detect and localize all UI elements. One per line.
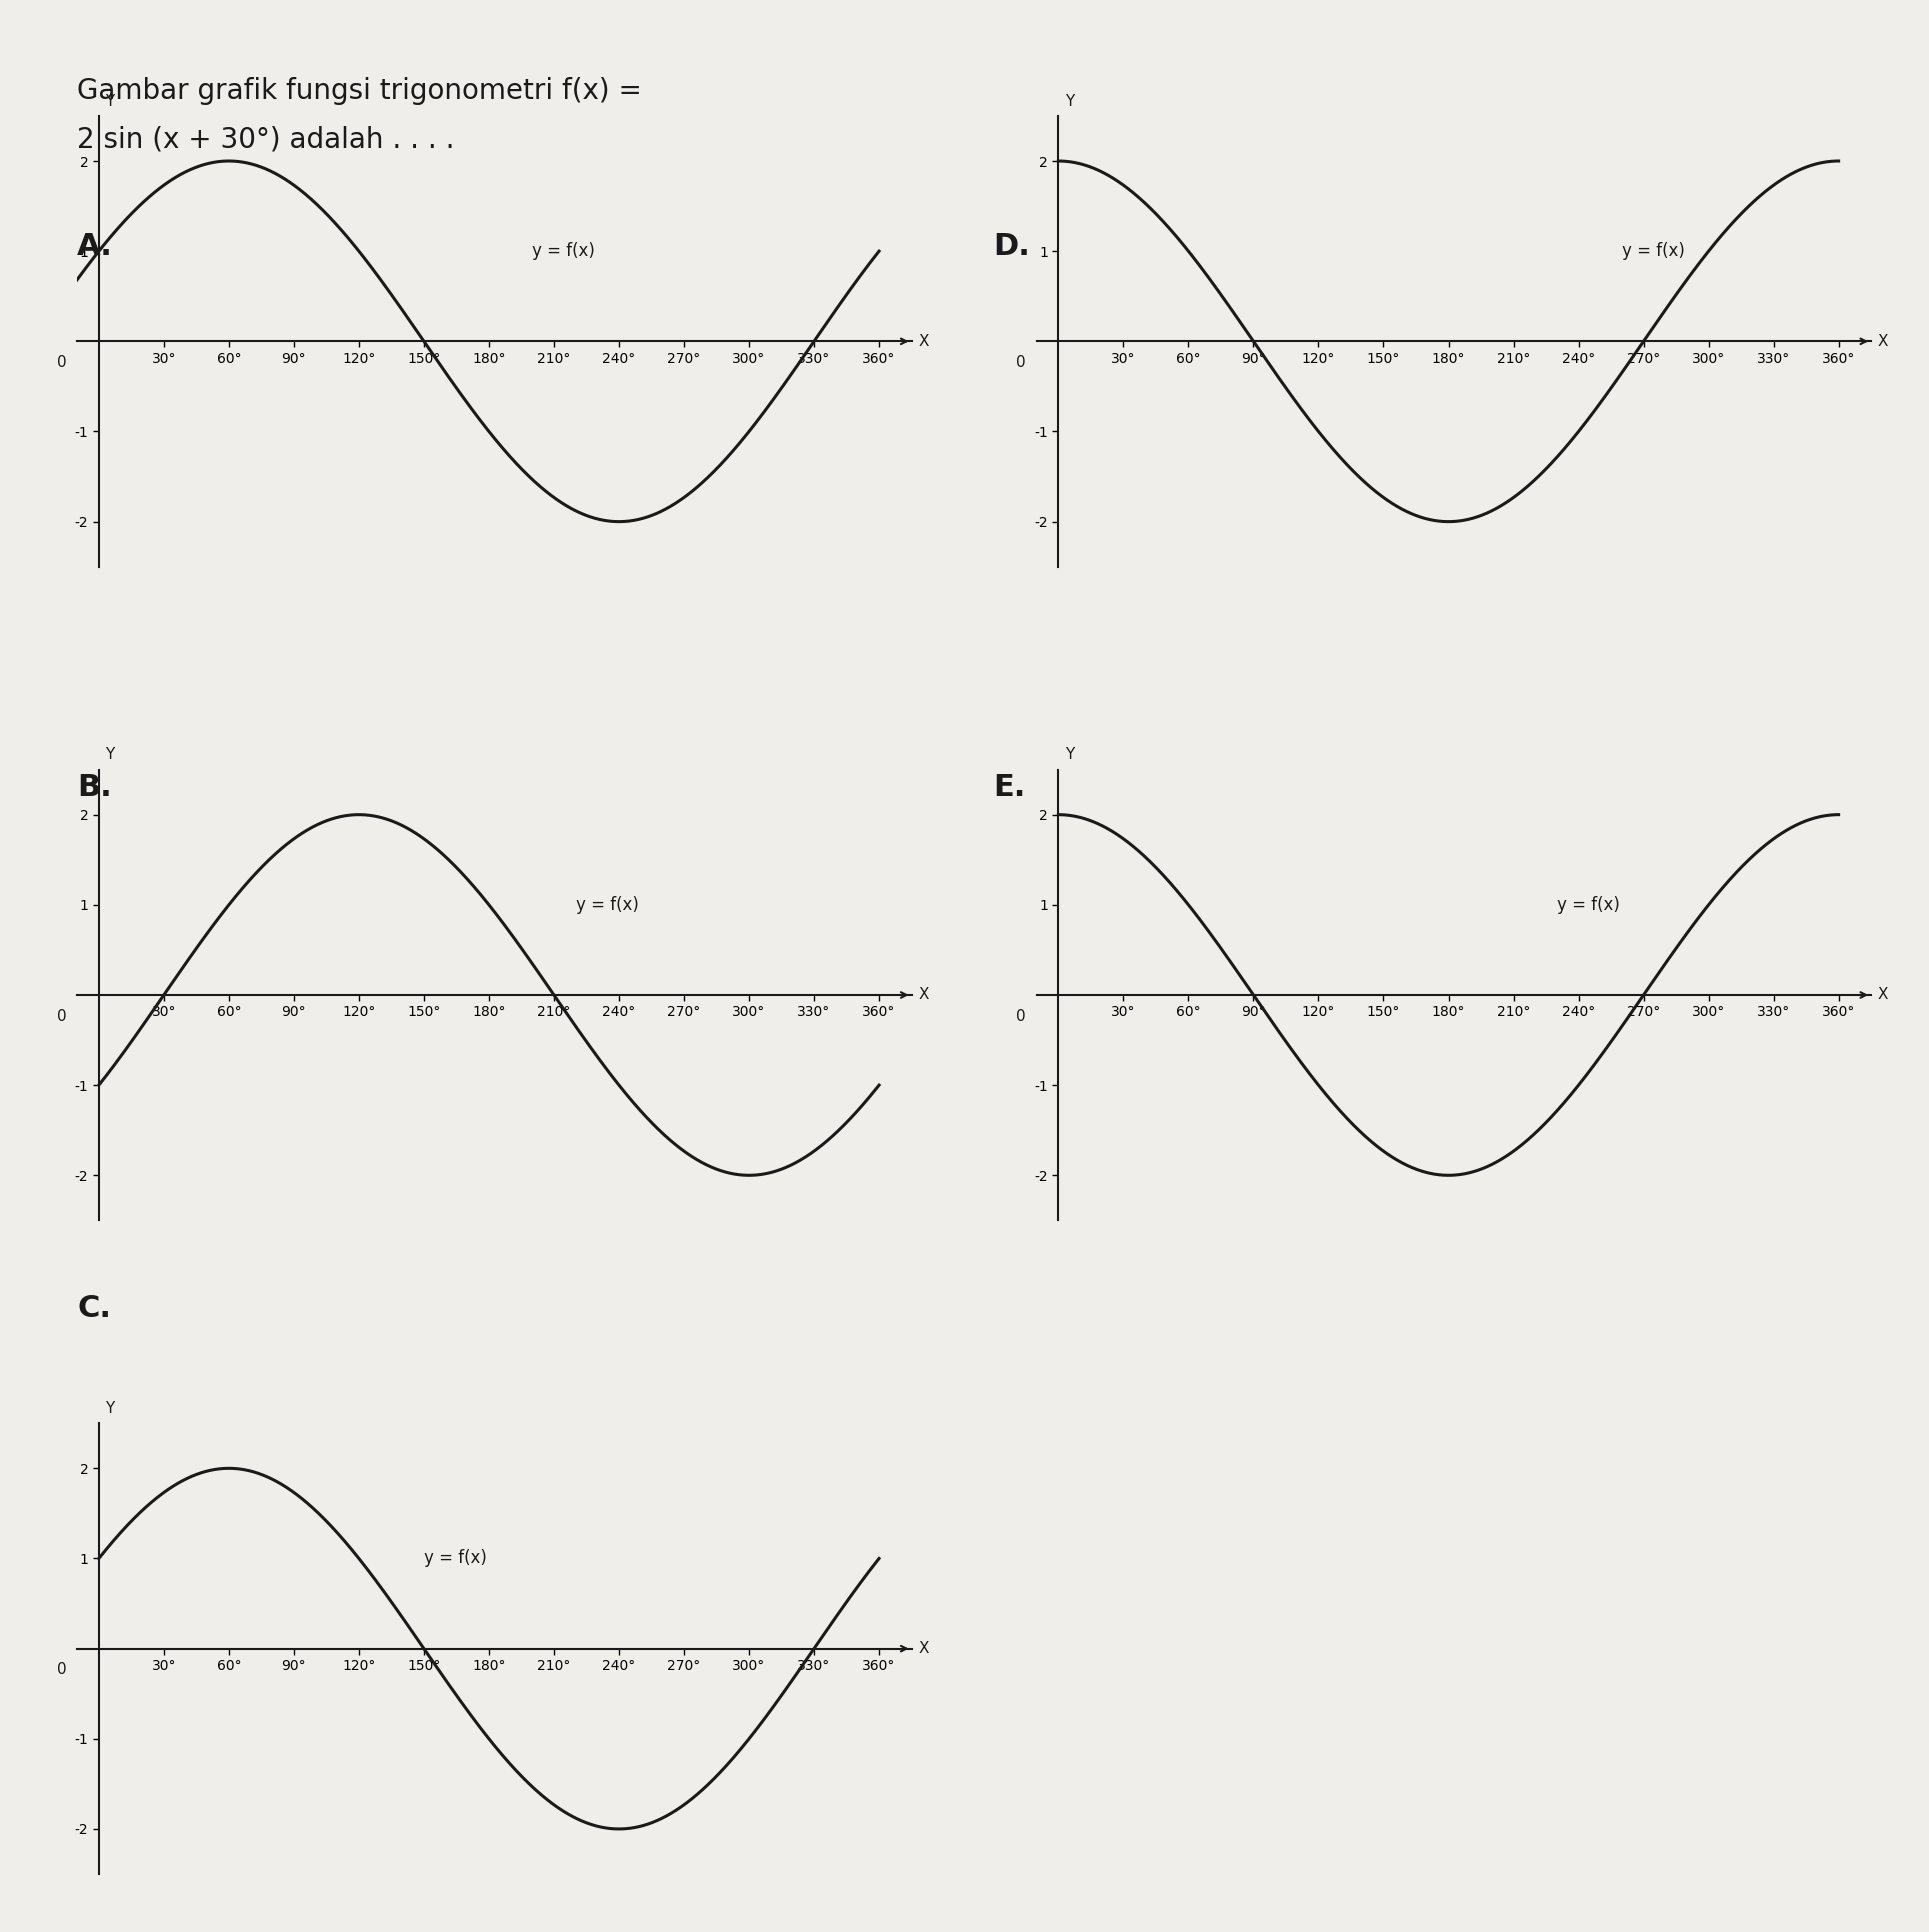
Text: Y: Y [1065,95,1074,108]
Text: y = f(x): y = f(x) [1622,242,1684,261]
Text: y = f(x): y = f(x) [532,242,596,261]
Text: B.: B. [77,773,112,802]
Text: X: X [918,987,928,1003]
Text: Y: Y [104,748,114,763]
Text: y = f(x): y = f(x) [1557,896,1620,914]
Text: y = f(x): y = f(x) [575,896,638,914]
Text: D.: D. [993,232,1030,261]
Text: A.: A. [77,232,114,261]
Text: Y: Y [104,1401,114,1416]
Text: 0: 0 [56,1009,66,1024]
Text: Y: Y [104,95,114,108]
Text: 0: 0 [56,355,66,369]
Text: y = f(x): y = f(x) [424,1549,486,1567]
Text: X: X [918,334,928,350]
Text: 0: 0 [1017,1009,1026,1024]
Text: X: X [1877,987,1888,1003]
Text: 0: 0 [56,1662,66,1677]
Text: 0: 0 [1017,355,1026,369]
Text: X: X [1877,334,1888,350]
Text: X: X [918,1640,928,1656]
Text: 2 sin (x + 30°) adalah . . . .: 2 sin (x + 30°) adalah . . . . [77,126,455,153]
Text: C.: C. [77,1294,112,1323]
Text: E.: E. [993,773,1026,802]
Text: Gambar grafik fungsi trigonometri f(x) =: Gambar grafik fungsi trigonometri f(x) = [77,77,642,104]
Text: Y: Y [1065,748,1074,763]
